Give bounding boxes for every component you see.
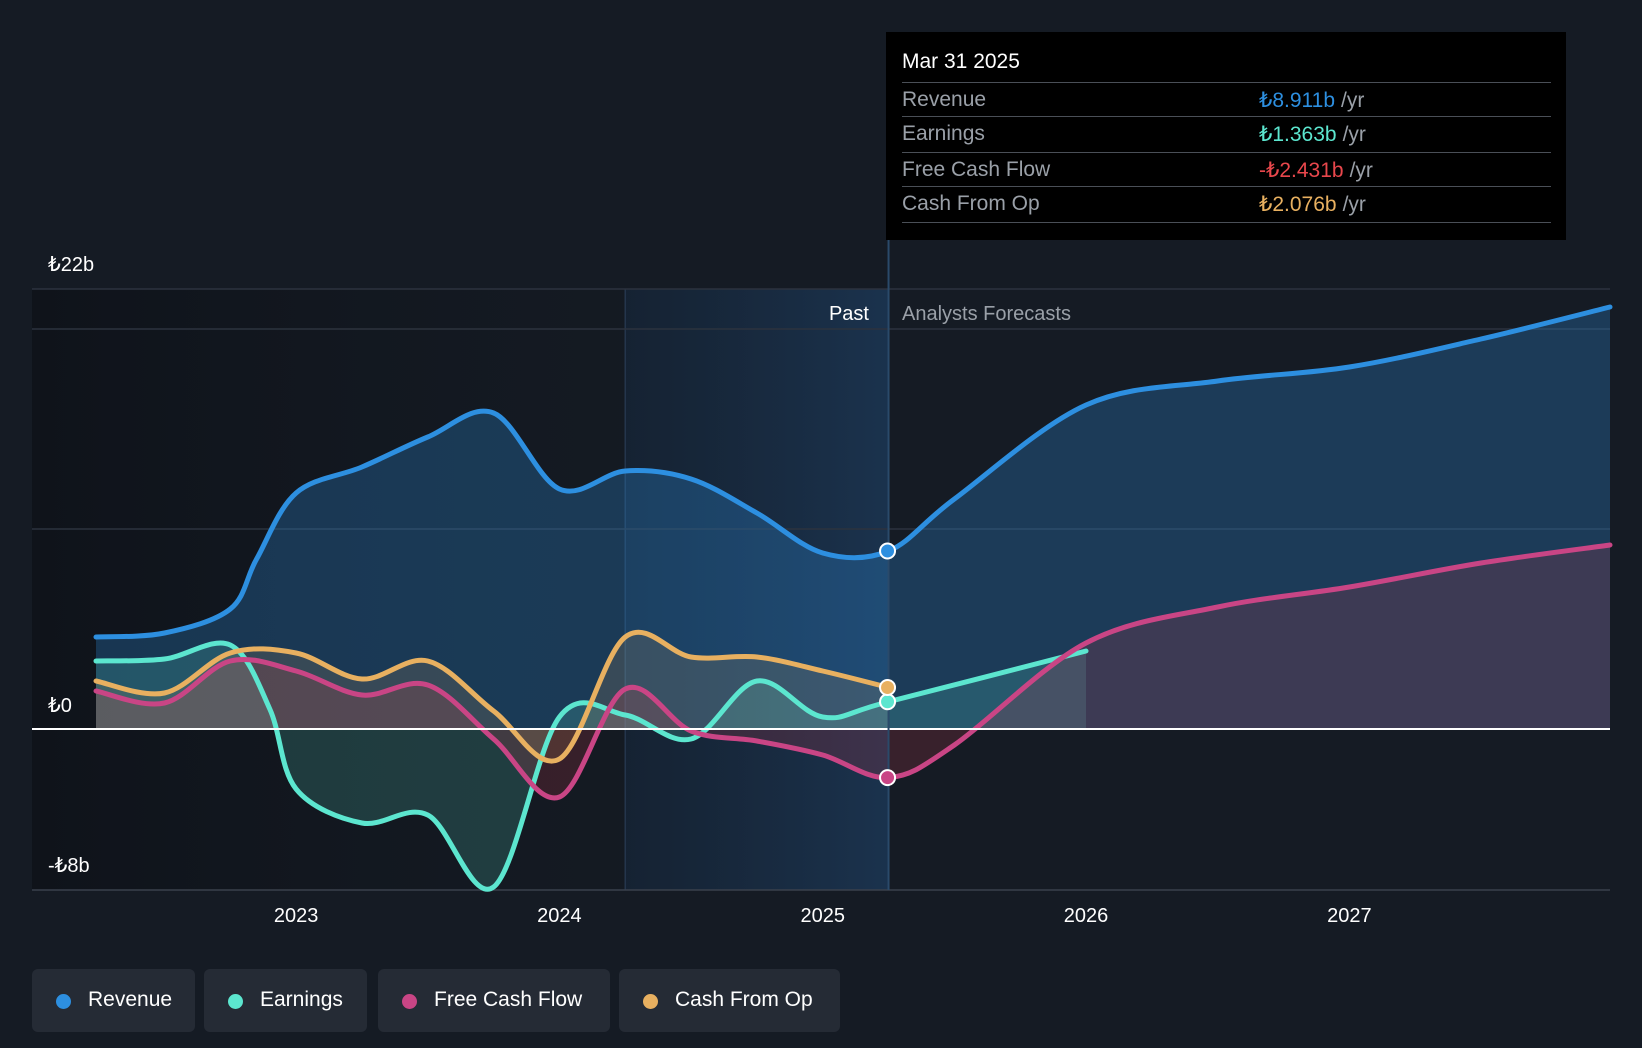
tooltip-name: Revenue xyxy=(902,88,987,111)
series-area xyxy=(96,642,1087,890)
x-tick-label: 2025 xyxy=(800,905,845,927)
legend-label: Earnings xyxy=(260,988,343,1011)
tooltip-value: ₺2.076b/yr xyxy=(1259,193,1366,216)
tooltip-value: -₺2.431b/yr xyxy=(1259,159,1373,182)
tooltip-row-cfo: Cash From Op ₺2.076b/yr xyxy=(902,186,1551,221)
legend-item-free-cash-flow[interactable]: Free Cash Flow xyxy=(378,969,610,1032)
tooltip: Mar 31 2025 Revenue ₺8.911b/yr Earnings … xyxy=(886,32,1566,240)
y-label-zero: ₺0 xyxy=(48,695,72,717)
legend-label: Free Cash Flow xyxy=(434,988,583,1011)
series-marker xyxy=(879,542,897,560)
forecast-label: Analysts Forecasts xyxy=(902,303,1071,325)
x-tick-label: 2024 xyxy=(537,905,582,927)
past-label: Past xyxy=(829,303,869,325)
tooltip-row-earnings: Earnings ₺1.363b/yr xyxy=(902,116,1551,151)
legend-dot xyxy=(228,994,243,1009)
x-tick-label: 2027 xyxy=(1327,905,1372,927)
series-area xyxy=(96,545,1610,798)
tooltip-name: Earnings xyxy=(902,122,985,145)
legend-item-revenue[interactable]: Revenue xyxy=(32,969,195,1032)
series-marker xyxy=(879,678,897,696)
legend-dot xyxy=(402,994,417,1009)
series-line-cash-from-op xyxy=(93,629,892,764)
tooltip-divider xyxy=(902,222,1551,223)
tooltip-value: ₺1.363b/yr xyxy=(1259,123,1366,146)
legend-dot xyxy=(56,994,71,1009)
legend-item-earnings[interactable]: Earnings xyxy=(204,969,367,1032)
y-label-bottom: -₺8b xyxy=(48,855,90,877)
series-line-revenue xyxy=(93,304,1613,640)
y-label-top: ₺22b xyxy=(48,254,94,276)
tooltip-value: ₺8.911b/yr xyxy=(1259,89,1365,112)
series-line-free-cash-flow xyxy=(93,542,1613,801)
tooltip-row-revenue: Revenue ₺8.911b/yr xyxy=(902,82,1551,117)
legend-label: Cash From Op xyxy=(675,988,813,1011)
tooltip-name: Cash From Op xyxy=(902,192,1040,215)
x-tick-label: 2023 xyxy=(274,905,319,927)
legend-item-cash-from-op[interactable]: Cash From Op xyxy=(619,969,840,1032)
legend-dot xyxy=(643,994,658,1009)
highlight-region xyxy=(625,289,889,890)
tooltip-date: Mar 31 2025 xyxy=(902,50,1020,73)
series-marker xyxy=(879,693,897,711)
legend-label: Revenue xyxy=(88,988,173,1011)
tooltip-row-fcf: Free Cash Flow -₺2.431b/yr xyxy=(902,152,1551,187)
x-tick-label: 2026 xyxy=(1064,905,1109,927)
series-line-earnings xyxy=(93,640,1089,892)
series-marker xyxy=(879,769,897,787)
tooltip-name: Free Cash Flow xyxy=(902,158,1051,181)
